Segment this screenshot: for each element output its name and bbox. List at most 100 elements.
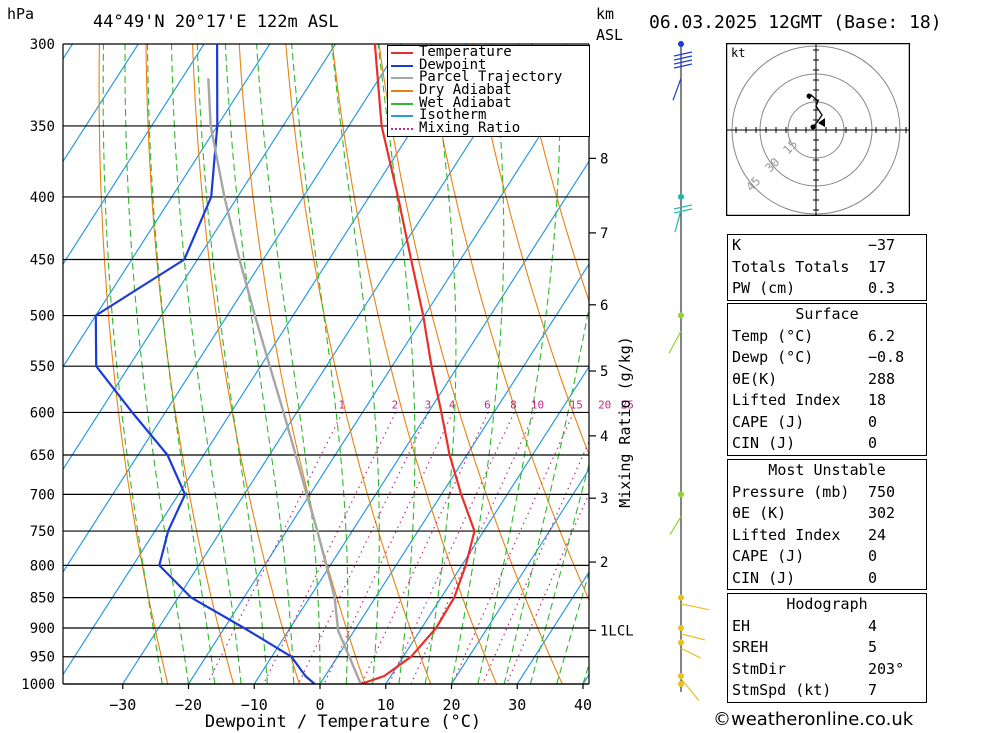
- datetime-label: 06.03.2025 12GMT (Base: 18): [649, 12, 942, 33]
- wind-barb: [680, 678, 700, 702]
- mixing-ratio-line: [481, 440, 589, 684]
- legend-item-parcel: Parcel Trajectory: [388, 69, 589, 86]
- stat-label: Lifted Index: [732, 391, 841, 409]
- mixing-ratio-line: [360, 412, 489, 684]
- stat-value: 7: [868, 681, 878, 699]
- stat-row-totals: Totals Totals 17: [728, 257, 926, 279]
- wind-level-dot: [678, 639, 684, 646]
- isotherm-line: [63, 44, 139, 163]
- stat-row: CIN (J) 0: [728, 568, 926, 590]
- stat-label: CAPE (J): [732, 412, 805, 431]
- stat-value: −0.8: [868, 348, 905, 366]
- stat-value: 203°: [868, 659, 905, 678]
- wind-barb-feather: [673, 63, 693, 69]
- dry-adiabat-line: [378, 44, 563, 684]
- hodograph-surface-point: [810, 124, 816, 130]
- most-unstable-table: Most Unstable Pressure (mb) 750 θE (K) 302…: [727, 459, 927, 590]
- stat-label: K: [732, 236, 742, 254]
- stat-value: 4: [868, 616, 878, 635]
- isotherm-line: [516, 570, 589, 684]
- mixing-ratio-line: [388, 412, 515, 684]
- km-tick-label: 1LCL: [600, 623, 634, 639]
- stat-row: Temp (°C) 6.2: [728, 326, 926, 348]
- wind-barb-feather: [673, 204, 693, 210]
- wet-adiabat-line: [224, 44, 295, 684]
- hodograph-chart: kt 15 30 45: [726, 43, 910, 216]
- indices-table: K −37 Totals Totals 17 PW (cm) 0.3: [727, 234, 927, 301]
- wind-barbs: [668, 41, 710, 702]
- mixing-ratio-label: 15: [570, 398, 583, 411]
- wind-level-dot: [678, 594, 684, 601]
- wet-adiabat-line: [102, 44, 163, 684]
- legend-swatch-isotherm: [391, 115, 413, 118]
- mixing-ratio-label: 20: [598, 398, 611, 411]
- stat-label: SREH: [732, 638, 769, 656]
- stat-value: 0: [868, 547, 878, 565]
- isotherm-line: [63, 44, 271, 368]
- wind-barb: [669, 516, 682, 536]
- isotherm-line: [63, 44, 337, 471]
- km-tick-label: 6: [600, 298, 608, 314]
- stat-label: CAPE (J): [732, 547, 805, 565]
- mixing-ratio-line: [505, 492, 589, 684]
- pressure-tick-label: 500: [30, 309, 55, 325]
- wind-barb: [672, 78, 682, 101]
- isotherm-line: [450, 468, 589, 684]
- legend-label-parcel: Parcel Trajectory: [419, 69, 563, 86]
- mixing-ratio-line: [451, 412, 575, 684]
- stat-label: PW (cm): [732, 279, 796, 297]
- stat-label: Lifted Index: [732, 525, 841, 544]
- wind-level-dot: [678, 491, 684, 498]
- hodograph-trace: [806, 93, 825, 130]
- km-tick-label: 4: [600, 429, 608, 445]
- legend-swatch-parcel: [391, 77, 413, 80]
- legend-item-wet-adiabat: Wet Adiabat: [388, 96, 589, 110]
- wind-barb: [674, 209, 682, 233]
- surface-table: Surface Temp (°C) 6.2 Dewp (°C) −0.8 θE(K)…: [727, 303, 927, 456]
- dewpoint-line: [94, 44, 316, 684]
- chart-legend: Temperature Dewpoint Parcel Trajectory D…: [387, 45, 590, 137]
- mixing-ratio-axis-label: Mixing Ratio (g/kg): [616, 336, 634, 508]
- stat-row: θE (K) 302: [728, 503, 926, 525]
- stat-row: θE(K) 288: [728, 369, 926, 391]
- legend-item-temperature: Temperature: [388, 44, 589, 60]
- x-tick-label: −30: [109, 696, 136, 714]
- stat-value: 302: [868, 504, 896, 522]
- wind-level-dot: [678, 193, 684, 200]
- pressure-tick-label: 550: [30, 359, 55, 375]
- stat-label: StmDir: [732, 659, 787, 678]
- stat-label: Dewp (°C): [732, 348, 814, 366]
- wet-adiabat-line: [256, 44, 321, 684]
- stat-label: Totals Totals: [732, 257, 850, 276]
- legend-label-dry-adiabat: Dry Adiabat: [419, 82, 512, 99]
- mixing-ratio-line: [323, 412, 454, 684]
- km-tick-label: 2: [600, 555, 608, 571]
- km-label: km: [596, 5, 615, 23]
- stat-label: Pressure (mb): [732, 482, 850, 501]
- stat-row: Pressure (mb) 750: [728, 482, 926, 504]
- wet-adiabat-line: [477, 44, 561, 684]
- hodograph-unit-label: kt: [731, 46, 745, 60]
- mixing-ratio-label: 10: [531, 398, 544, 411]
- x-tick-label: 0: [315, 696, 324, 714]
- wind-barb-feather: [673, 59, 693, 65]
- stat-value: 0.3: [868, 279, 896, 297]
- pressure-tick-label: 850: [30, 591, 55, 607]
- legend-swatch-wet-adiabat: [391, 102, 413, 105]
- footer-credit[interactable]: ©weatheronline.co.uk: [713, 709, 913, 730]
- km-tick-label: 5: [600, 364, 608, 380]
- stat-value: 0: [868, 434, 878, 452]
- hodograph-table: Hodograph EH 4 SREH 5 StmDir 203° StmSpd (k…: [727, 593, 927, 703]
- legend-label-temperature: Temperature: [419, 44, 512, 60]
- legend-item-mixing-ratio: Mixing Ratio: [388, 121, 589, 135]
- wet-adiabat-line: [424, 44, 457, 684]
- stat-value: 0: [868, 412, 878, 431]
- x-tick-label: 40: [574, 696, 592, 714]
- temperature-line: [360, 44, 476, 684]
- km-tick-label: 8: [600, 151, 608, 167]
- wet-adiabat-line: [529, 462, 589, 684]
- x-axis-label: Dewpoint / Temperature (°C): [205, 712, 481, 732]
- stat-row: Lifted Index 18: [728, 390, 926, 412]
- parcel-trajectory-line: [207, 78, 362, 684]
